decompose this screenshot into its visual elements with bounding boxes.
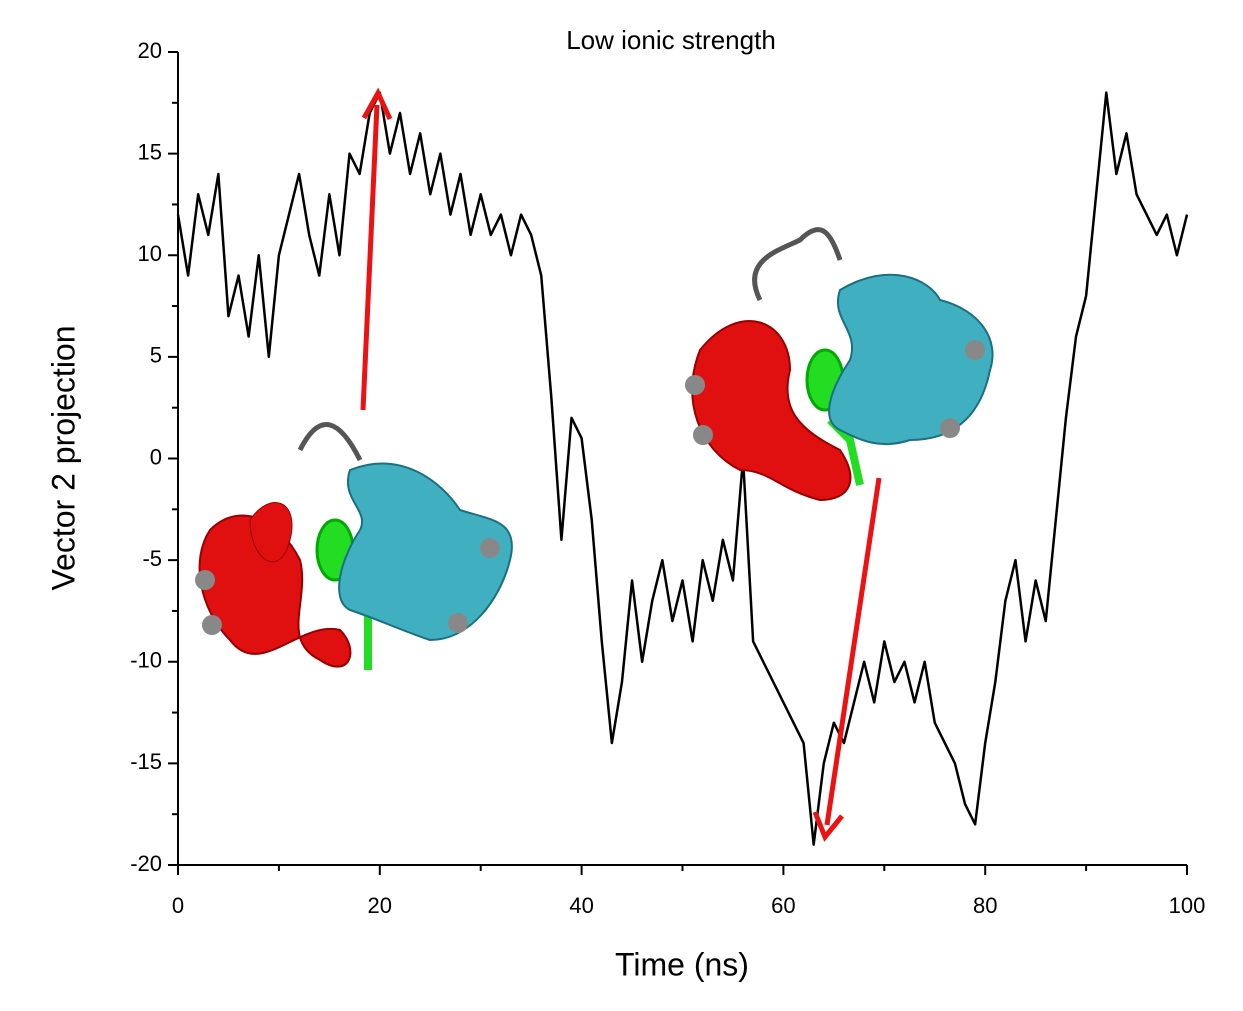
x-tick-label: 40 (569, 893, 593, 918)
y-tick-label: 0 (150, 444, 162, 469)
x-tick-label: 100 (1169, 893, 1206, 918)
y-tick-label: 5 (150, 343, 162, 368)
axes: 0 20 40 60 80 100 -20 -15 -10 -5 0 5 10 15 20 (130, 38, 1205, 918)
y-tick-label: -20 (130, 851, 162, 876)
x-tick-label: 20 (368, 893, 392, 918)
protein-right (685, 227, 994, 502)
data-line (176, 91, 1189, 846)
chart-title: Low ionic strength (566, 25, 776, 55)
y-tick-label: -5 (142, 546, 162, 571)
protein-left (195, 422, 513, 670)
y-tick-label: 20 (138, 38, 162, 63)
plot-area (176, 91, 1189, 846)
y-tick-label: -10 (130, 648, 162, 673)
y-tick-label: 10 (138, 241, 162, 266)
y-tick-label: -15 (130, 749, 162, 774)
x-tick-label: 60 (771, 893, 795, 918)
y-tick-label: 15 (138, 139, 162, 164)
x-tick-label: 80 (973, 893, 997, 918)
y-axis-label: Vector 2 projection (45, 325, 81, 590)
arrows (360, 87, 882, 842)
x-tick-label: 0 (172, 893, 184, 918)
x-axis-label: Time (ns) (615, 946, 749, 982)
